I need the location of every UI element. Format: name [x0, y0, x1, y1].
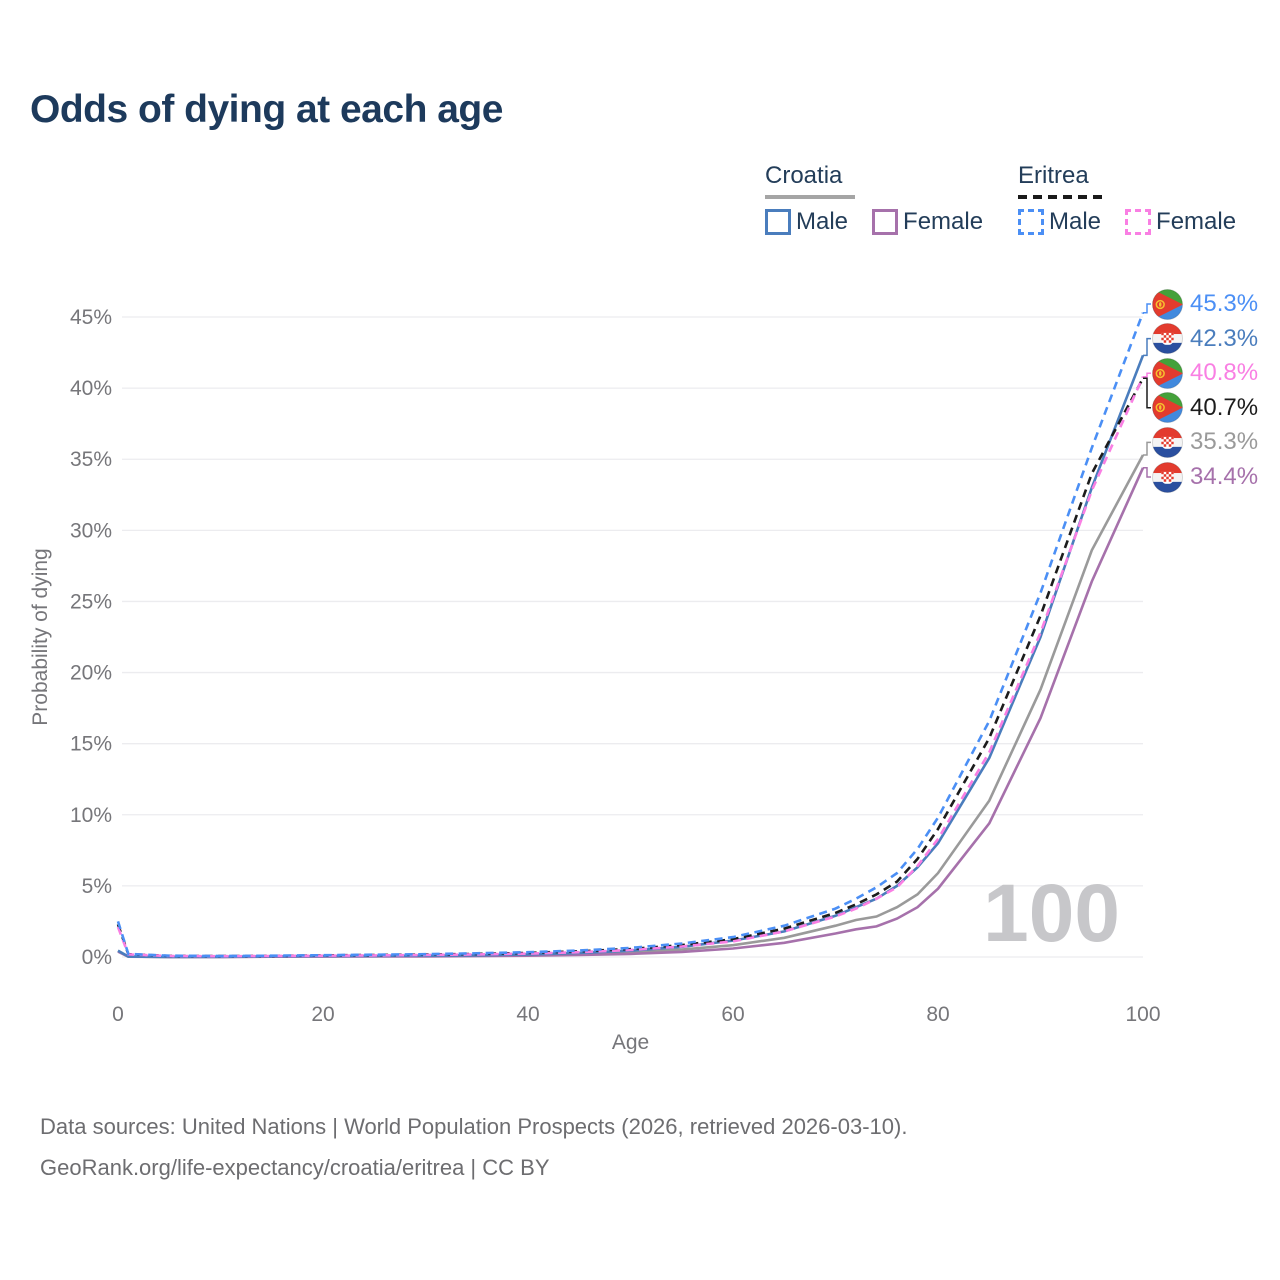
end-label-eritrea-total[interactable]: 40.7%: [1152, 392, 1258, 424]
legend-label-eritrea-male: Male: [1049, 208, 1102, 235]
end-label-value: 40.7%: [1190, 393, 1259, 421]
x-axis-title: Age: [612, 1031, 649, 1054]
end-label-eritrea-female[interactable]: 40.8%: [1152, 357, 1258, 389]
y-tick-label: 40%: [70, 377, 112, 400]
legend-label-croatia-male: Male: [796, 208, 849, 235]
legend-label-croatia-female: Female: [903, 208, 984, 235]
line-chart: 0% 5% 10% 15% 20% 25% 30% 35% 40% 45% 0 20 40 60 80 100…: [29, 303, 1161, 1054]
y-tick-label: 0%: [82, 946, 112, 969]
y-tick-label: 30%: [70, 519, 112, 542]
end-label-value: 35.3%: [1190, 428, 1259, 456]
data-source-footer: Data sources: United Nations | World Pop…: [40, 1106, 907, 1188]
y-tick-label: 45%: [70, 306, 112, 329]
x-tick-label: 100: [1125, 1003, 1160, 1026]
eritrea-dashed-line-swatch: [1018, 195, 1102, 199]
legend-label-eritrea-female: Female: [1156, 208, 1237, 235]
croatia-flag-icon: [1152, 426, 1183, 458]
footer-line1: Data sources: United Nations | World Pop…: [40, 1114, 908, 1139]
eritrea-flag-icon: [1152, 357, 1183, 389]
croatia-flag-icon: [1152, 323, 1183, 355]
eritrea-male-swatch: [1018, 209, 1044, 235]
croatia-flag-icon: [1152, 461, 1183, 493]
legend-group-eritrea: Eritrea Male Female: [1018, 162, 1254, 236]
y-tick-label: 15%: [70, 733, 112, 756]
croatia-solid-line-swatch: [765, 195, 855, 199]
eritrea-flag-icon: [1152, 392, 1183, 424]
end-label-value: 42.3%: [1190, 324, 1259, 352]
y-axis-title: Probability of dying: [29, 548, 52, 725]
x-tick-label: 40: [516, 1003, 539, 1026]
age-counter-watermark: 100: [983, 868, 1120, 959]
legend-group-croatia: Croatia Male Female: [765, 162, 1001, 236]
end-label-eritrea-male[interactable]: 45.3%: [1152, 288, 1258, 320]
label-connector: [1143, 372, 1151, 378]
legend-item-eritrea-female[interactable]: Female: [1125, 208, 1236, 236]
legend-item-croatia-male[interactable]: Male: [765, 208, 848, 236]
label-connector: [1143, 441, 1151, 456]
legend-item-eritrea-male[interactable]: Male: [1018, 208, 1101, 236]
y-tick-label: 10%: [70, 804, 112, 827]
label-connector: [1143, 467, 1151, 478]
page-title: Odds of dying at each age: [30, 88, 503, 131]
series-line-eritrea-female: [116, 376, 1145, 958]
label-connector: [1143, 377, 1151, 409]
legend-item-croatia-female[interactable]: Female: [872, 208, 983, 236]
x-tick-label: 80: [926, 1003, 949, 1026]
series-line-croatia-male: [117, 354, 1145, 959]
x-tick-label: 60: [721, 1003, 744, 1026]
x-tick-label: 0: [112, 1003, 124, 1026]
series-line-eritrea-total: [116, 377, 1145, 958]
y-tick-label: 25%: [70, 590, 112, 613]
y-tick-label: 35%: [70, 448, 112, 471]
label-connector: [1143, 337, 1151, 357]
end-label-croatia-female[interactable]: 34.4%: [1152, 461, 1258, 493]
eritrea-female-swatch: [1125, 209, 1152, 235]
y-tick-label: 20%: [70, 662, 112, 685]
end-label-croatia-total[interactable]: 35.3%: [1152, 426, 1258, 458]
end-label-value: 34.4%: [1190, 463, 1259, 490]
legend-title-croatia[interactable]: Croatia: [765, 162, 843, 189]
eritrea-flag-icon: [1152, 288, 1183, 320]
label-connector: [1143, 303, 1151, 314]
y-tick-label: 5%: [82, 875, 112, 898]
footer-line2[interactable]: GeoRank.org/life-expectancy/croatia/erit…: [40, 1155, 550, 1180]
series-line-eritrea-male: [116, 312, 1145, 958]
end-label-value: 40.8%: [1190, 359, 1259, 387]
croatia-male-swatch: [765, 209, 791, 235]
legend-title-eritrea[interactable]: Eritrea: [1018, 162, 1089, 189]
x-tick-label: 20: [311, 1003, 334, 1026]
end-label-croatia-male[interactable]: 42.3%: [1152, 323, 1258, 355]
croatia-female-swatch: [872, 209, 899, 235]
end-label-value: 45.3%: [1190, 290, 1259, 317]
